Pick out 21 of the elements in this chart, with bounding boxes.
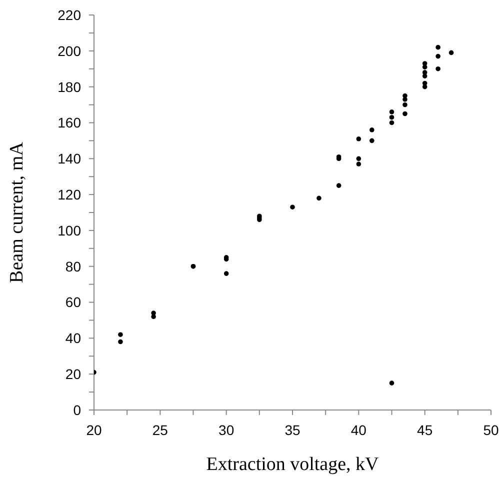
y-tick-label: 220 [58, 6, 82, 23]
x-tick-label: 25 [152, 422, 168, 438]
y-tick-label: 120 [58, 186, 82, 203]
y-tick-label: 100 [58, 222, 82, 238]
y-tick-label: 20 [65, 366, 82, 382]
y-tick-label: 0 [73, 402, 82, 418]
x-tick-label: 35 [284, 422, 300, 438]
x-axis-title: Extraction voltage, kV [206, 454, 380, 475]
y-tick-label: 60 [65, 294, 82, 310]
x-tick-label: 50 [483, 422, 499, 438]
x-tick-label: 20 [86, 422, 102, 438]
y-tick-label: 160 [58, 114, 82, 131]
x-tick-label: 40 [350, 422, 367, 438]
y-tick-label: 200 [58, 42, 82, 59]
y-tick-label: 80 [65, 258, 82, 274]
y-axis-title: Beam current, mA [6, 142, 28, 283]
x-tick-label: 30 [218, 422, 234, 438]
y-tick-label: 140 [58, 150, 82, 167]
y-tick-label: 180 [58, 78, 82, 95]
y-tick-label: 40 [65, 330, 82, 346]
x-tick-label: 45 [417, 422, 433, 438]
